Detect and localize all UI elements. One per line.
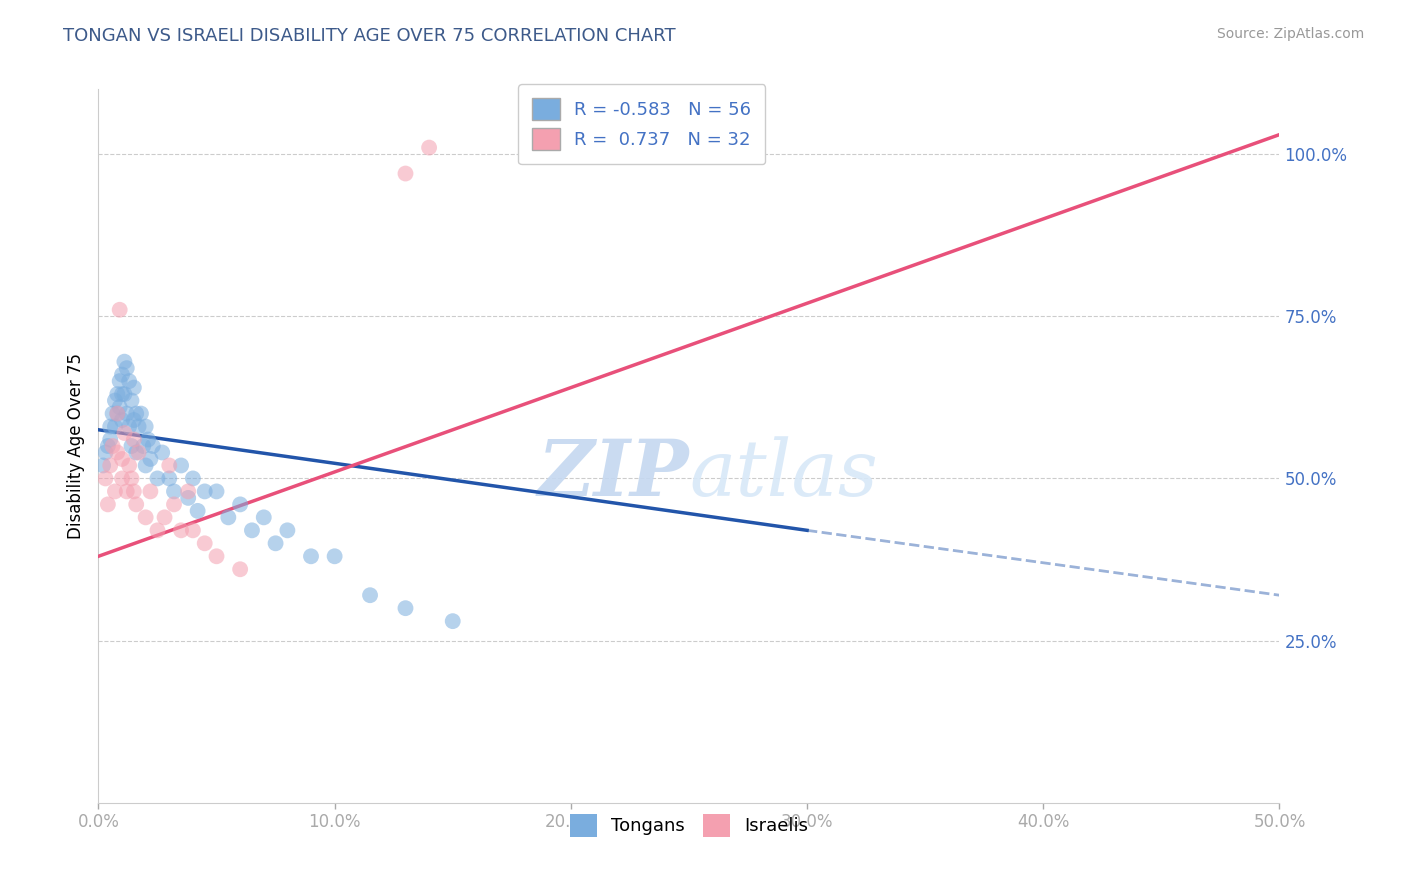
- Point: [101, 407, 124, 421]
- Point: [121, 393, 143, 408]
- Point: [128, 419, 150, 434]
- Text: ZIP: ZIP: [537, 436, 689, 513]
- Point: [359, 588, 381, 602]
- Point: [217, 510, 239, 524]
- Point: [394, 601, 416, 615]
- Point: [108, 302, 131, 317]
- Point: [139, 484, 162, 499]
- Point: [205, 484, 228, 499]
- Point: [187, 504, 209, 518]
- Point: [418, 140, 440, 154]
- Point: [122, 484, 145, 499]
- Point: [98, 458, 121, 473]
- Point: [108, 374, 131, 388]
- Point: [153, 510, 176, 524]
- Point: [105, 407, 128, 421]
- Point: [194, 484, 217, 499]
- Point: [181, 524, 204, 538]
- Point: [170, 458, 193, 473]
- Point: [135, 510, 157, 524]
- Point: [105, 445, 128, 459]
- Point: [111, 413, 134, 427]
- Point: [111, 387, 134, 401]
- Point: [91, 458, 114, 473]
- Point: [118, 374, 141, 388]
- Point: [323, 549, 346, 564]
- Point: [105, 387, 128, 401]
- Point: [229, 497, 252, 511]
- Point: [205, 549, 228, 564]
- Point: [111, 452, 134, 467]
- Point: [276, 524, 298, 538]
- Point: [115, 407, 138, 421]
- Point: [98, 433, 121, 447]
- Point: [97, 497, 120, 511]
- Text: atlas: atlas: [689, 436, 877, 513]
- Point: [194, 536, 217, 550]
- Point: [129, 407, 152, 421]
- Legend: Tongans, Israelis: Tongans, Israelis: [562, 807, 815, 844]
- Text: TONGAN VS ISRAELI DISABILITY AGE OVER 75 CORRELATION CHART: TONGAN VS ISRAELI DISABILITY AGE OVER 75…: [63, 27, 676, 45]
- Point: [121, 439, 143, 453]
- Point: [240, 524, 263, 538]
- Point: [118, 458, 141, 473]
- Point: [264, 536, 287, 550]
- Point: [139, 452, 162, 467]
- Point: [157, 458, 180, 473]
- Point: [111, 471, 134, 485]
- Point: [125, 497, 148, 511]
- Point: [146, 524, 169, 538]
- Point: [229, 562, 252, 576]
- Point: [181, 471, 204, 485]
- Point: [132, 439, 155, 453]
- Point: [122, 433, 145, 447]
- Point: [394, 167, 416, 181]
- Point: [122, 413, 145, 427]
- Point: [98, 419, 121, 434]
- Point: [170, 524, 193, 538]
- Point: [135, 419, 157, 434]
- Point: [112, 425, 135, 440]
- Point: [104, 484, 127, 499]
- Point: [111, 368, 134, 382]
- Point: [253, 510, 276, 524]
- Point: [128, 445, 150, 459]
- Point: [150, 445, 173, 459]
- Point: [441, 614, 464, 628]
- Point: [136, 433, 159, 447]
- Point: [163, 484, 186, 499]
- Point: [135, 458, 157, 473]
- Y-axis label: Disability Age Over 75: Disability Age Over 75: [66, 353, 84, 539]
- Point: [105, 407, 128, 421]
- Point: [146, 471, 169, 485]
- Point: [97, 439, 120, 453]
- Point: [94, 471, 117, 485]
- Point: [142, 439, 165, 453]
- Point: [121, 471, 143, 485]
- Point: [125, 445, 148, 459]
- Point: [163, 497, 186, 511]
- Point: [112, 387, 135, 401]
- Point: [104, 393, 127, 408]
- Point: [122, 381, 145, 395]
- Point: [118, 419, 141, 434]
- Point: [101, 439, 124, 453]
- Point: [177, 484, 200, 499]
- Text: Source: ZipAtlas.com: Source: ZipAtlas.com: [1216, 27, 1364, 41]
- Point: [94, 445, 117, 459]
- Point: [125, 407, 148, 421]
- Point: [177, 491, 200, 505]
- Point: [157, 471, 180, 485]
- Point: [112, 354, 135, 368]
- Point: [104, 419, 127, 434]
- Point: [108, 400, 131, 414]
- Point: [115, 484, 138, 499]
- Point: [115, 361, 138, 376]
- Point: [299, 549, 322, 564]
